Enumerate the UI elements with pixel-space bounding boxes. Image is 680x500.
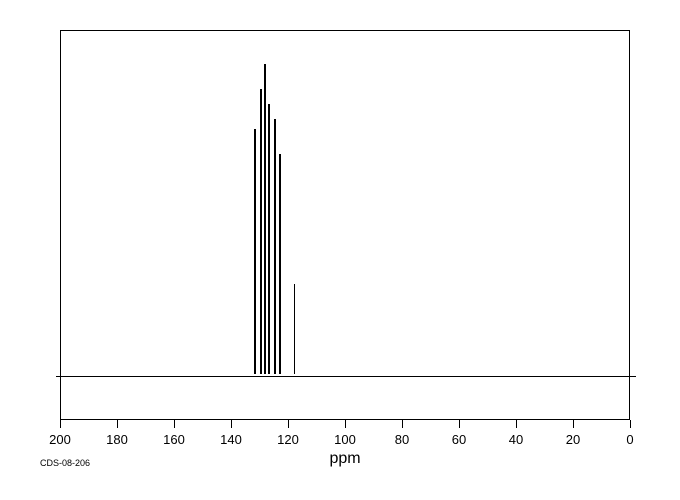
peak	[274, 119, 276, 374]
x-tick	[516, 420, 517, 428]
peak	[254, 129, 256, 374]
x-tick	[573, 420, 574, 428]
x-tick-label: 20	[566, 432, 580, 447]
x-tick-label: 120	[277, 432, 299, 447]
x-tick	[402, 420, 403, 428]
peak	[294, 284, 296, 374]
footer-label: CDS-08-206	[40, 458, 90, 468]
x-tick-label: 200	[49, 432, 71, 447]
x-tick	[345, 420, 346, 428]
x-tick-label: 60	[452, 432, 466, 447]
x-tick	[288, 420, 289, 428]
peak	[279, 154, 281, 374]
x-tick	[459, 420, 460, 428]
x-tick-label: 140	[220, 432, 242, 447]
x-tick	[174, 420, 175, 428]
x-tick-label: 100	[334, 432, 356, 447]
x-tick	[630, 420, 631, 428]
x-tick	[117, 420, 118, 428]
x-tick	[60, 420, 61, 428]
nmr-chart-container: 200180160140120100806040200 ppm CDS-08-2…	[0, 0, 680, 500]
x-axis-label: ppm	[329, 450, 360, 468]
peak	[268, 104, 270, 374]
peak	[264, 64, 266, 374]
x-tick	[231, 420, 232, 428]
x-tick-label: 80	[395, 432, 409, 447]
peak	[260, 89, 262, 374]
baseline	[56, 376, 636, 377]
x-tick-label: 40	[509, 432, 523, 447]
x-tick-label: 0	[626, 432, 633, 447]
x-tick-label: 180	[106, 432, 128, 447]
plot-area	[60, 30, 630, 420]
x-tick-label: 160	[163, 432, 185, 447]
